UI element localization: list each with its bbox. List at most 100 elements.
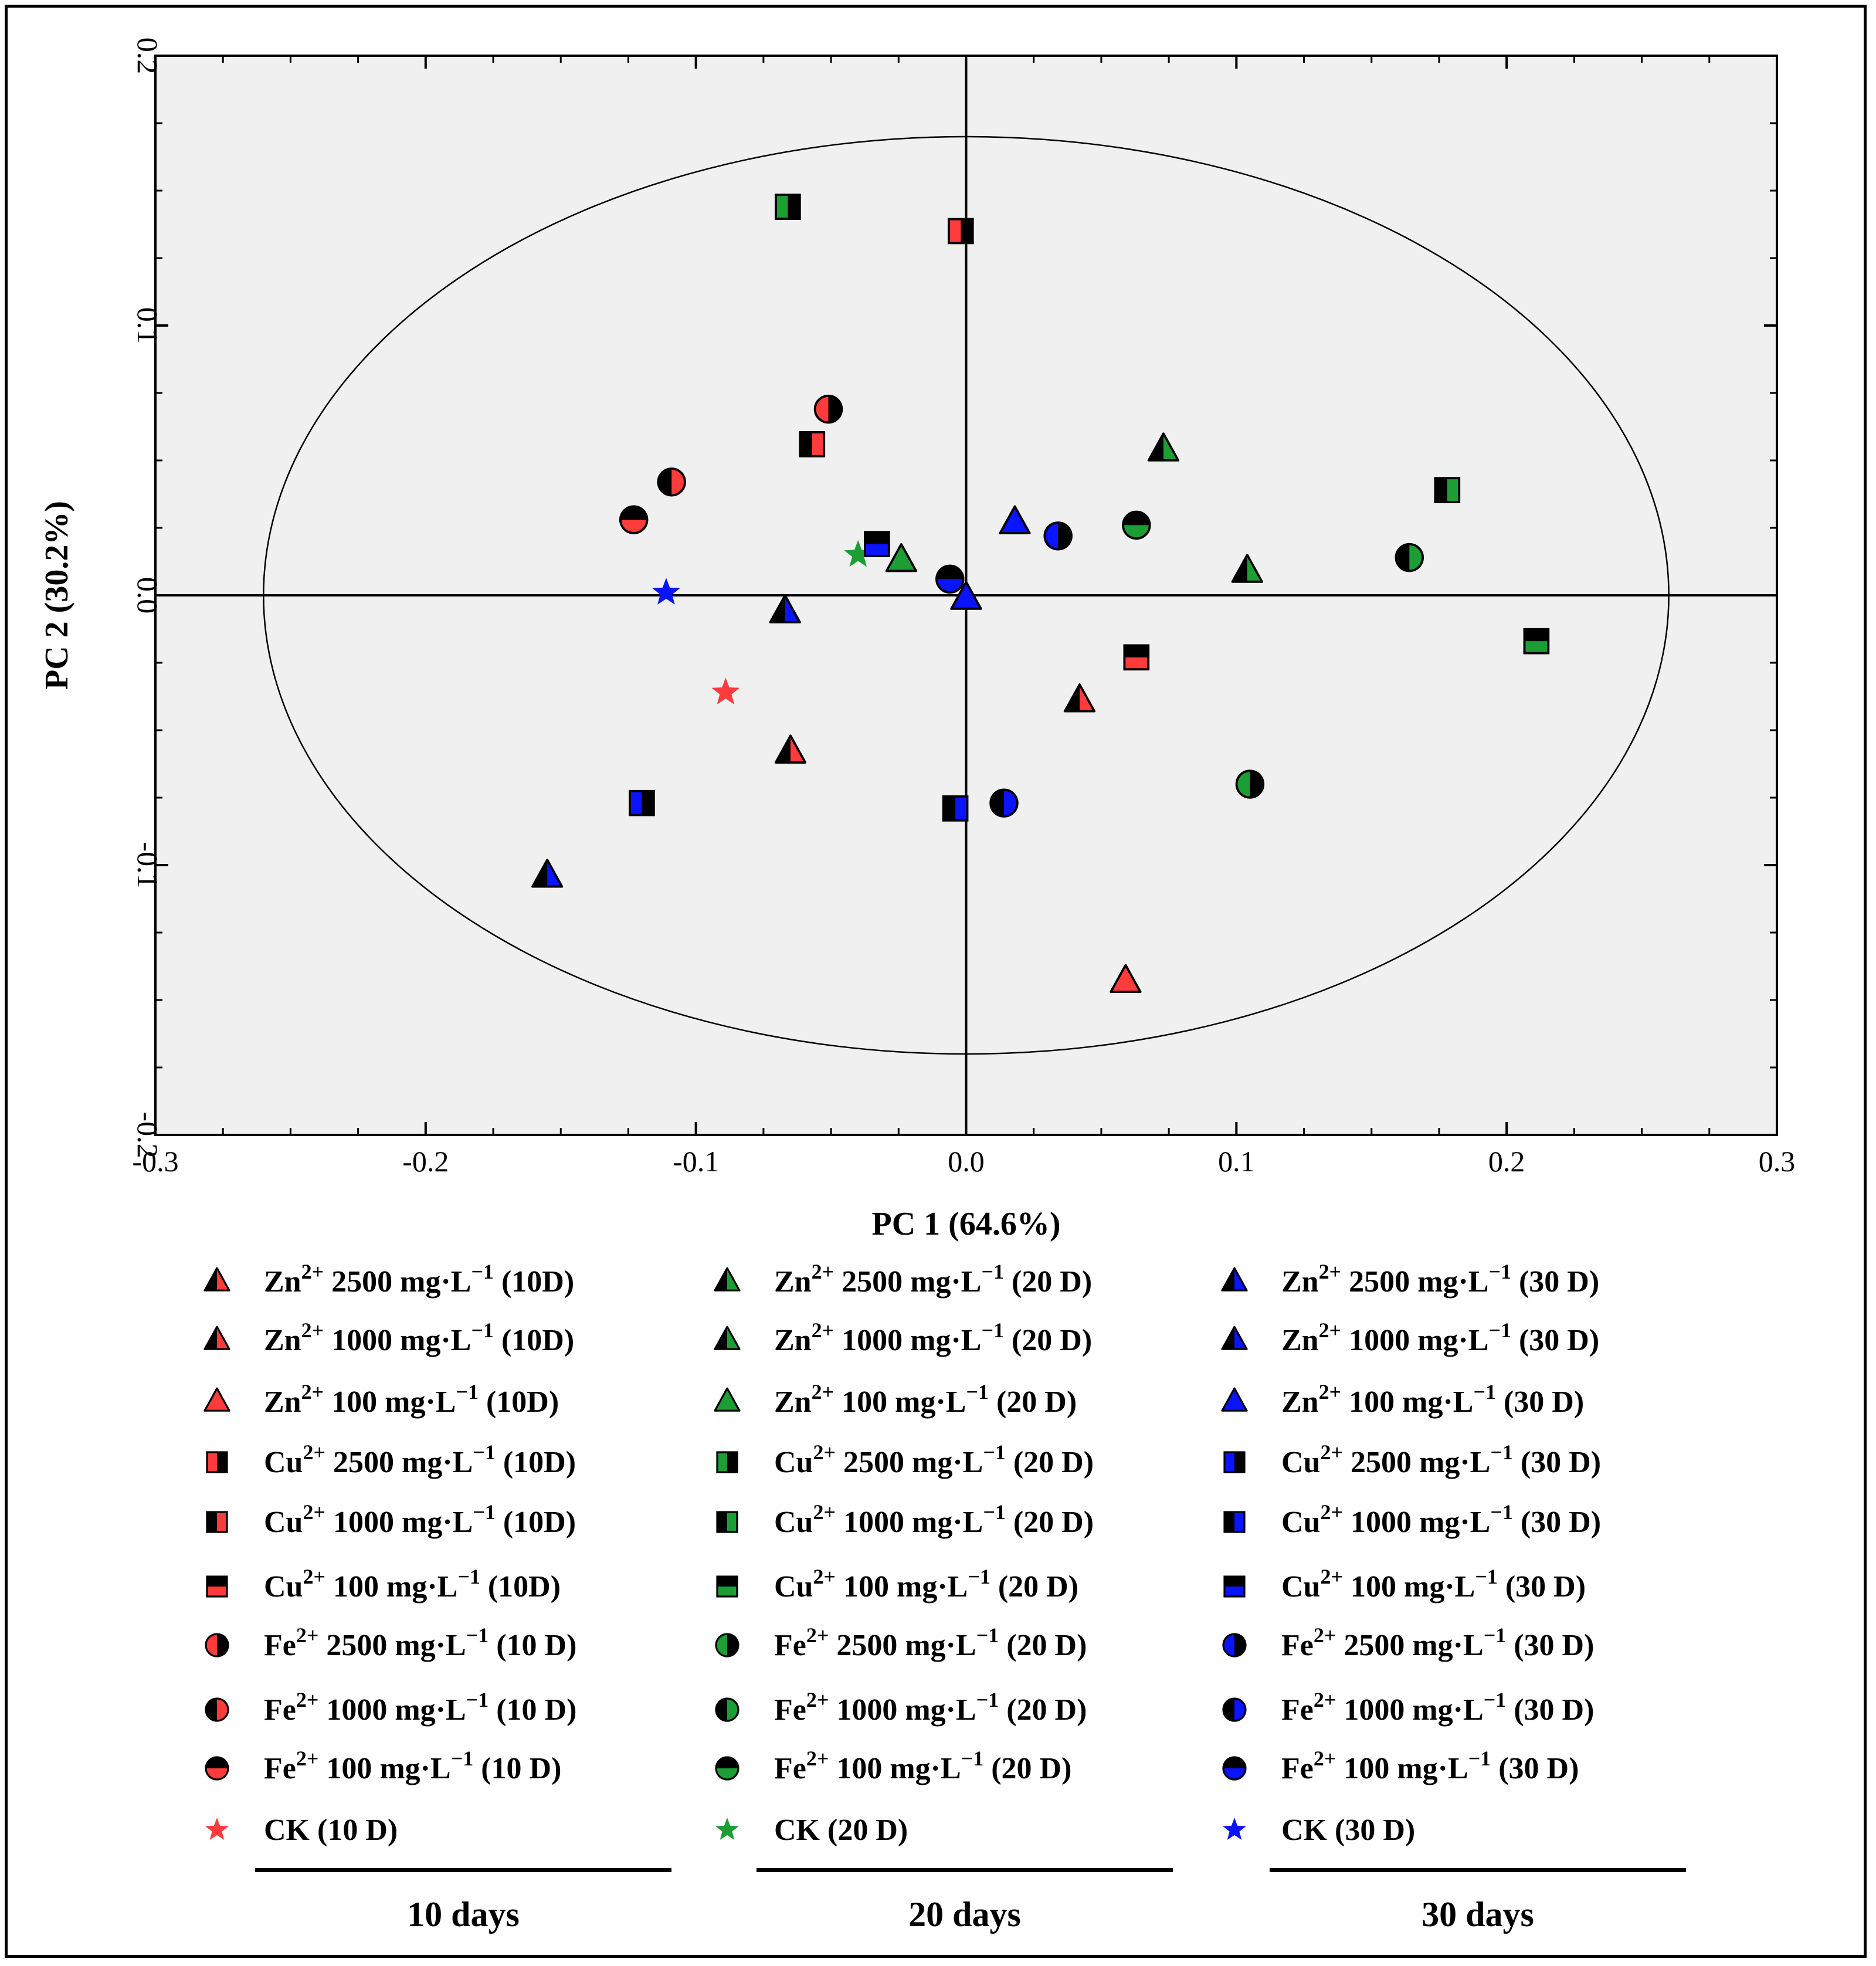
legend-label-tail: (10D) — [495, 1445, 576, 1479]
legend-label-ion: Zn — [264, 1323, 301, 1357]
legend-item: Fe2+ 100 mg·L−1 (10 D) — [199, 1748, 561, 1789]
legend-marker-icon — [1223, 1511, 1246, 1533]
legend-label: Cu2+ 100 mg·L−1 (10D) — [264, 1566, 561, 1604]
legend-item: Fe2+ 100 mg·L−1 (30 D) — [1217, 1748, 1579, 1789]
legend-label-tail: (20 D) — [983, 1751, 1072, 1785]
legend-label-unit-exp: −1 — [981, 1318, 1004, 1342]
legend-marker — [714, 1326, 741, 1350]
legend-label-tail: (20 D) — [999, 1628, 1087, 1662]
data-point — [864, 531, 890, 557]
legend-label-ion: Fe — [1281, 1628, 1314, 1662]
legend-marker — [716, 1451, 738, 1473]
legend-item: CK (10 D) — [199, 1809, 398, 1850]
legend-label-dose: 100 mg·L — [834, 1385, 966, 1419]
y-axis-title: PC 2 (30.2%) — [39, 501, 75, 690]
legend-label-ion: Cu — [264, 1445, 303, 1479]
legend-label-charge: 2+ — [1313, 1623, 1336, 1647]
legend-marker-icon — [206, 1511, 228, 1533]
legend-marker-icon — [205, 1756, 229, 1781]
legend-marker-icon — [205, 1633, 229, 1657]
x-tick-label: -0.3 — [132, 1145, 178, 1178]
legend-label-ion: Zn — [264, 1385, 301, 1419]
legend-label: Zn2+ 2500 mg·L−1 (10D) — [264, 1261, 575, 1299]
legend-marker — [1222, 1756, 1247, 1781]
legend-label-ion: Zn — [774, 1385, 812, 1419]
legend-label: Cu2+ 1000 mg·L−1 (10D) — [264, 1501, 576, 1540]
legend-label-dose: 2500 mg·L — [834, 1265, 982, 1299]
legend-marker — [205, 1697, 229, 1722]
legend-label-dose: 2500 mg·L — [829, 1628, 976, 1662]
legend-label: CK (10 D) — [264, 1813, 398, 1848]
data-point — [885, 543, 918, 572]
legend-label-ion: Zn — [264, 1265, 301, 1299]
legend-item: Zn2+ 2500 mg·L−1 (10D) — [199, 1261, 574, 1302]
legend-label-unit-exp: −1 — [966, 1379, 989, 1404]
legend-label: Fe2+ 1000 mg·L−1 (30 D) — [1281, 1689, 1594, 1727]
legend-marker — [1221, 1387, 1248, 1412]
legend-label-tail: (10D) — [493, 1265, 575, 1299]
legend-marker-icon — [1223, 1818, 1246, 1840]
legend-label-charge: 2+ — [1318, 1259, 1342, 1283]
legend-label-unit-exp: −1 — [466, 1623, 489, 1647]
legend-label-unit-exp: −1 — [968, 1564, 990, 1588]
legend-label-unit-exp: −1 — [1490, 1440, 1513, 1464]
legend-label-ion: CK (10 D) — [264, 1813, 398, 1847]
legend-label-charge: 2+ — [1313, 1746, 1336, 1770]
legend-label-tail: (10 D) — [488, 1628, 577, 1662]
legend-item: Zn2+ 100 mg·L−1 (20 D) — [710, 1381, 1077, 1422]
data-point — [1235, 770, 1265, 799]
legend-label-ion: Fe — [264, 1628, 296, 1662]
legend-marker — [206, 1511, 228, 1533]
legend-label-dose: 2500 mg·L — [325, 1445, 473, 1479]
legend-label-unit-exp: −1 — [450, 1746, 474, 1770]
legend-label-dose: 1000 mg·L — [1341, 1323, 1489, 1357]
legend-label-dose: 100 mg·L — [325, 1570, 458, 1604]
legend-label-dose: 100 mg·L — [1336, 1751, 1468, 1785]
legend-label: Zn2+ 2500 mg·L−1 (30 D) — [1281, 1261, 1599, 1299]
legend-marker — [205, 1756, 229, 1781]
data-point — [769, 594, 801, 623]
data-point — [950, 581, 982, 610]
legend-marker-icon — [715, 1818, 739, 1840]
legend-label-dose: 1000 mg·L — [325, 1505, 473, 1539]
legend-marker-icon — [206, 1451, 228, 1473]
legend-marker-icon — [716, 1451, 738, 1473]
legend-label-dose: 2500 mg·L — [318, 1628, 466, 1662]
legend-label-ion: Fe — [264, 1751, 296, 1785]
data-point — [844, 540, 873, 567]
legend-item: Cu2+ 100 mg·L−1 (30 D) — [1217, 1566, 1586, 1607]
figure-frame — [5, 5, 1867, 1958]
legend-marker — [1223, 1451, 1246, 1473]
legend-label: Fe2+ 1000 mg·L−1 (10 D) — [264, 1689, 577, 1727]
legend-label-dose: 1000 mg·L — [1343, 1505, 1491, 1539]
legend-label-charge: 2+ — [296, 1623, 319, 1647]
legend-marker — [1223, 1818, 1246, 1840]
legend-label: Fe2+ 100 mg·L−1 (30 D) — [1281, 1748, 1579, 1786]
data-point — [774, 734, 807, 764]
legend-label: Zn2+ 100 mg·L−1 (10D) — [264, 1381, 559, 1419]
legend-item: Fe2+ 2500 mg·L−1 (20 D) — [710, 1625, 1087, 1666]
legend-marker-icon — [715, 1697, 739, 1722]
legend-label-dose: 2500 mg·L — [1336, 1628, 1484, 1662]
legend-marker-icon — [716, 1511, 738, 1533]
legend-label-charge: 2+ — [1318, 1379, 1342, 1404]
legend-label-charge: 2+ — [811, 1379, 834, 1404]
group-title: 30 days — [1422, 1895, 1534, 1934]
legend-label-ion: Fe — [774, 1628, 806, 1662]
data-point — [619, 505, 649, 534]
legend-label-ion: Cu — [1281, 1505, 1321, 1539]
legend-label: Fe2+ 2500 mg·L−1 (10 D) — [264, 1625, 577, 1663]
data-point — [1122, 510, 1151, 540]
legend-label-charge: 2+ — [1318, 1318, 1342, 1342]
legend-label: Zn2+ 100 mg·L−1 (20 D) — [774, 1381, 1077, 1419]
legend-label-charge: 2+ — [806, 1687, 829, 1711]
x-tick-label: 0.3 — [1759, 1145, 1796, 1178]
legend-label-tail: (10 D) — [488, 1693, 577, 1727]
legend-marker — [1223, 1511, 1246, 1533]
legend-marker — [715, 1756, 739, 1781]
legend-label-unit-exp: −1 — [473, 1440, 496, 1464]
legend-marker-icon — [715, 1633, 739, 1657]
y-tick-label: 0.0 — [131, 577, 164, 614]
legend-label-charge: 2+ — [301, 1259, 324, 1283]
data-point — [799, 431, 826, 457]
